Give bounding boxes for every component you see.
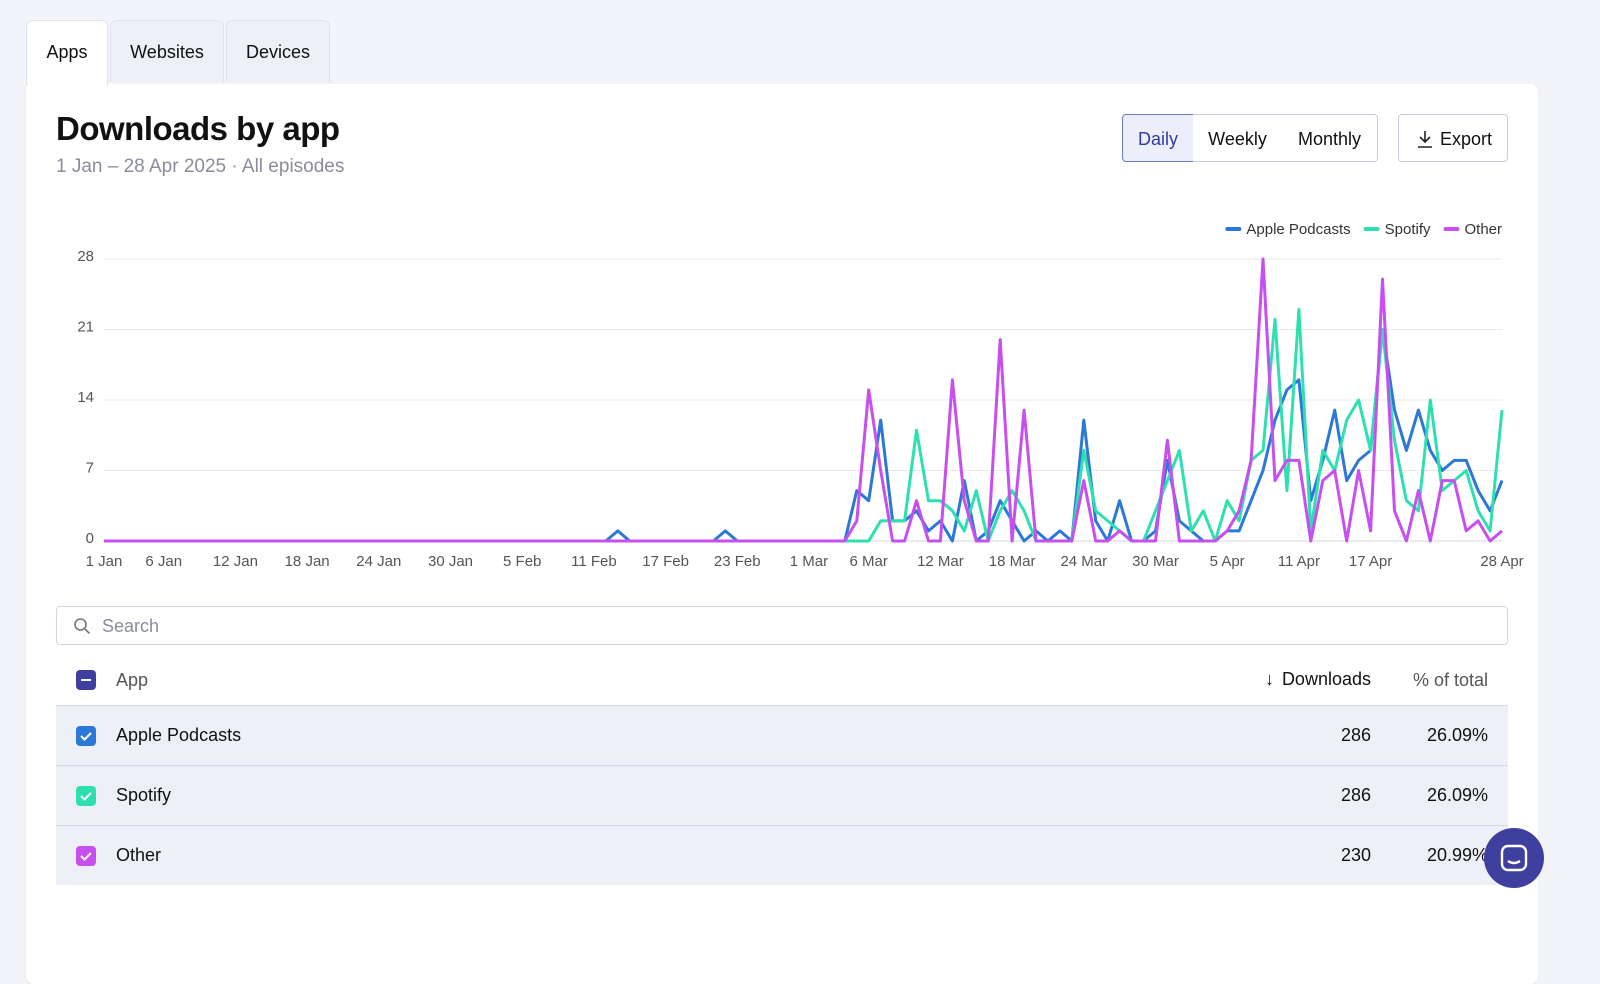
table-header: App ↓ Downloads % of total — [56, 655, 1508, 705]
y-tick-label: 21 — [77, 318, 94, 335]
subtitle: 1 Jan – 28 Apr 2025 · All episodes — [56, 156, 345, 177]
period-button[interactable]: Daily — [1122, 114, 1194, 162]
x-tick-label: 5 Feb — [503, 553, 541, 570]
checkbox[interactable] — [76, 846, 96, 866]
search-icon — [74, 618, 91, 635]
download-icon — [1418, 131, 1432, 148]
app-name: Other — [116, 845, 162, 865]
chat-icon — [1500, 844, 1528, 872]
checkbox[interactable] — [76, 786, 96, 806]
checkbox[interactable] — [76, 670, 96, 690]
column-header[interactable]: ↓ Downloads — [1265, 669, 1371, 690]
table-row[interactable]: Spotify 286 26.09% — [56, 765, 1508, 825]
chart: 0 7 14 21 28 1 Jan 6 Jan 12 Jan 18 Jan 24 Jan 30 J… — [77, 221, 1523, 570]
app-name: Spotify — [116, 785, 172, 805]
search-box[interactable]: Search — [56, 606, 1508, 645]
chat-widget[interactable] — [1484, 828, 1544, 888]
x-tick-label: 18 Jan — [285, 553, 330, 570]
x-tick-label: 18 Mar — [989, 553, 1036, 570]
x-tick-label: 24 Mar — [1060, 553, 1107, 570]
title: Downloads by app — [56, 110, 340, 147]
search-placeholder: Search — [102, 616, 160, 636]
x-tick-label: 12 Mar — [917, 553, 964, 570]
x-tick-label: 17 Apr — [1349, 553, 1392, 570]
legend-label: Other — [1464, 221, 1502, 238]
x-tick-label: 24 Jan — [356, 553, 401, 570]
percent: 26.09% — [1426, 785, 1488, 805]
x-tick-label: 6 Jan — [145, 553, 182, 570]
column-header: % of total — [1412, 670, 1488, 690]
x-tick-label: 6 Mar — [850, 553, 888, 570]
x-tick-label: 11 Apr — [1278, 553, 1320, 570]
x-tick-label: 1 Mar — [790, 553, 828, 570]
y-tick-label: 7 — [86, 459, 94, 476]
legend-label: Spotify — [1385, 221, 1431, 238]
x-tick-label: 12 Jan — [213, 553, 258, 570]
x-tick-label: 5 Apr — [1210, 553, 1245, 570]
downloads: 230 — [1340, 845, 1371, 865]
series-line — [104, 307, 1504, 543]
export-label: Export — [1439, 129, 1493, 149]
x-tick-label: 11 Feb — [571, 553, 617, 570]
y-tick-label: 0 — [86, 530, 94, 547]
table-row[interactable]: Apple Podcasts 286 26.09% — [56, 705, 1508, 765]
app-name: Apple Podcasts — [116, 725, 242, 745]
downloads: 286 — [1340, 725, 1371, 745]
tab[interactable]: Apps — [26, 20, 108, 86]
tab[interactable]: Websites — [110, 20, 224, 82]
x-tick-label: 28 Apr — [1480, 553, 1523, 570]
x-tick-label: 30 Mar — [1132, 553, 1179, 570]
period-button[interactable]: Monthly — [1282, 114, 1378, 162]
page: Apps Websites Devices Downloads by app 1… — [26, 20, 1544, 984]
period-button[interactable]: Weekly — [1193, 114, 1283, 162]
x-tick-label: 30 Jan — [428, 553, 473, 570]
tab[interactable]: Devices — [226, 20, 330, 82]
downloads: 286 — [1340, 785, 1371, 805]
column-header: App — [116, 670, 149, 690]
check-icon — [80, 852, 92, 861]
series-line — [104, 257, 1503, 543]
series-line — [104, 328, 1504, 543]
column-label: Downloads — [1281, 669, 1371, 689]
check-icon — [80, 792, 92, 801]
legend-label: Apple Podcasts — [1246, 221, 1350, 238]
x-tick-label: 23 Feb — [714, 553, 761, 570]
percent: 26.09% — [1426, 725, 1488, 745]
table-row[interactable]: Other 230 20.99% — [56, 825, 1508, 885]
x-tick-label: 1 Jan — [86, 553, 123, 570]
export-button[interactable]: Export — [1398, 114, 1508, 162]
check-icon — [80, 732, 92, 741]
sort-arrow: ↓ — [1264, 669, 1274, 689]
y-tick-label: 28 — [77, 248, 94, 265]
x-tick-label: 17 Feb — [642, 553, 689, 570]
checkbox[interactable] — [76, 726, 96, 746]
y-tick-label: 14 — [77, 389, 94, 406]
percent: 20.99% — [1426, 845, 1488, 865]
